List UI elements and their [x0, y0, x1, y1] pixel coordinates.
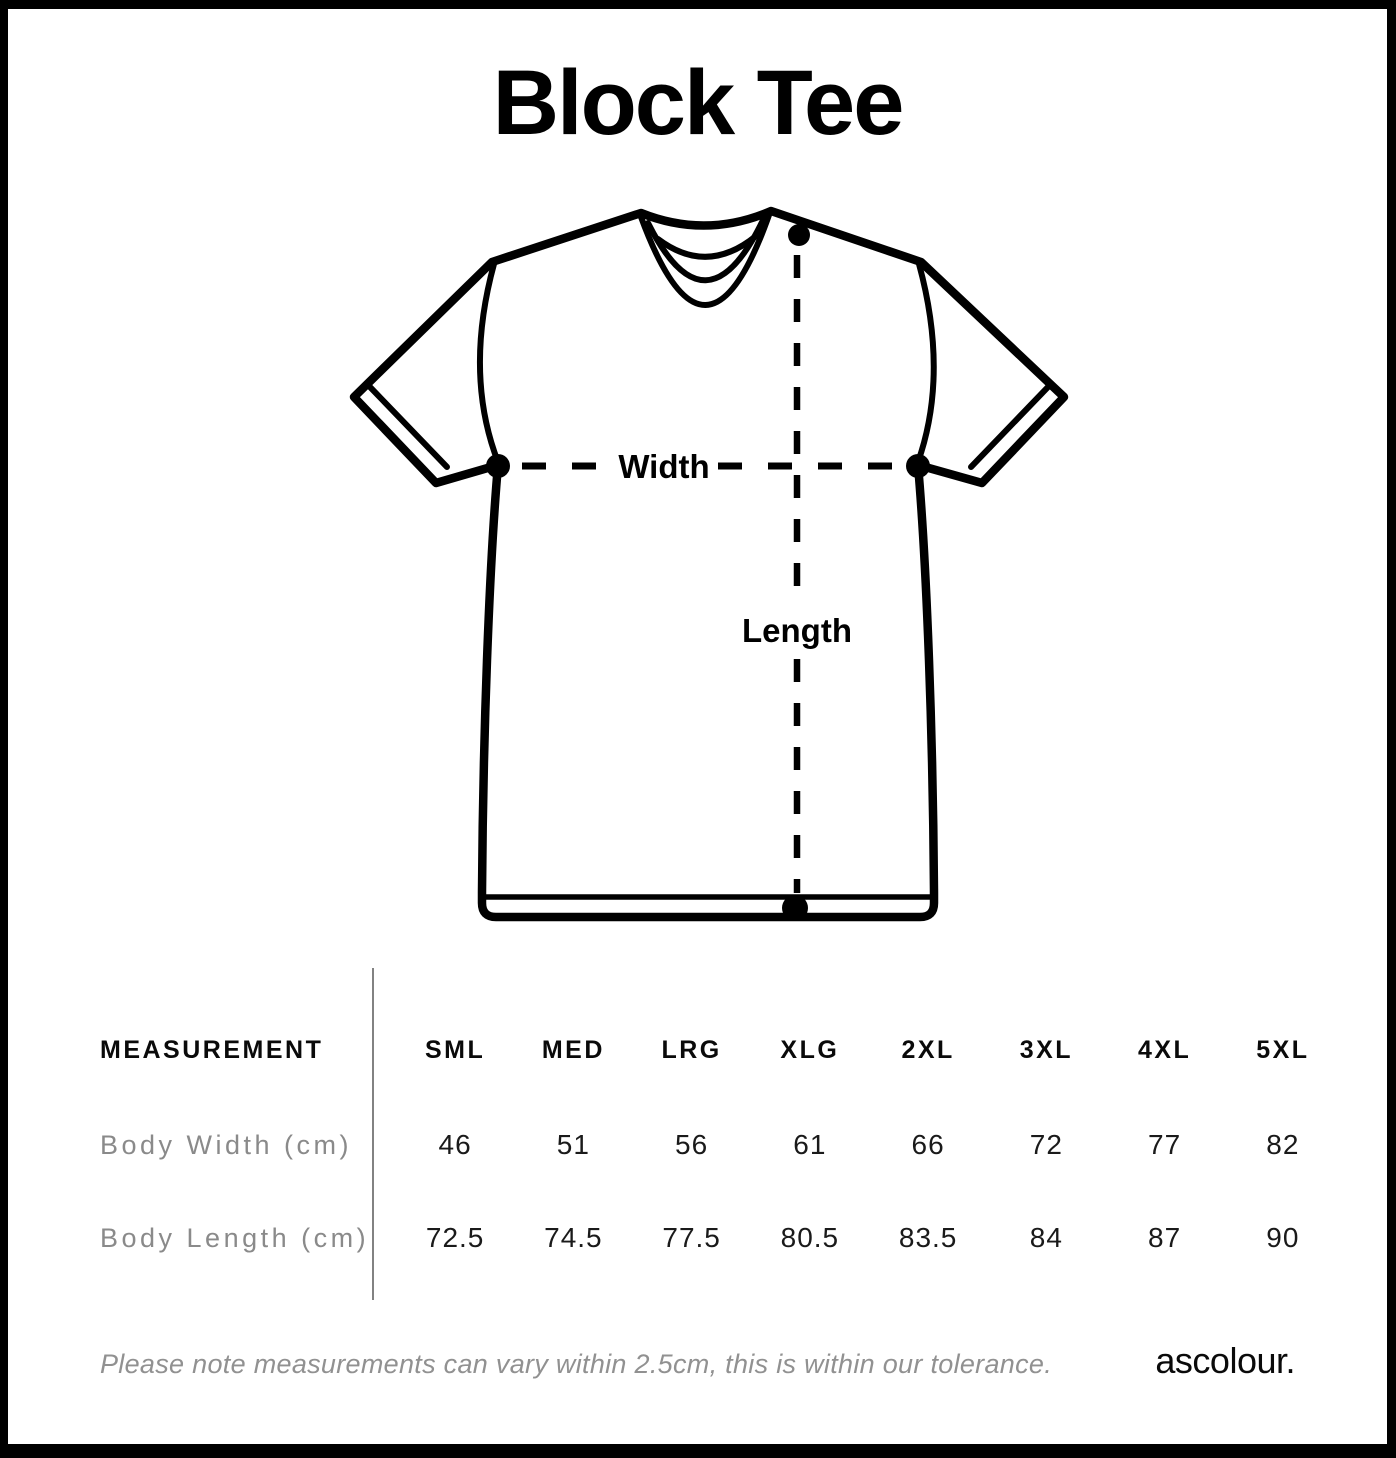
size-header-2xl: 2XL: [901, 1036, 955, 1064]
armhole-seam-right: [915, 261, 937, 465]
row-label-body-length: Body Length (cm): [100, 1223, 370, 1253]
size-header-3xl: 3XL: [1019, 1036, 1074, 1064]
body-width-value: 82: [1266, 1129, 1300, 1160]
measurement-column-header: MEASUREMENT: [100, 1036, 324, 1064]
size-header-lrg: LRG: [661, 1036, 722, 1064]
body-width-value: 61: [793, 1129, 827, 1160]
width-dot-left: [486, 454, 510, 478]
body-width-value: 51: [556, 1129, 590, 1160]
body-length-value: 77.5: [662, 1222, 721, 1253]
width-label: Width: [618, 448, 709, 485]
collar-band-arc: [645, 217, 766, 284]
collar-back-arc: [655, 233, 759, 260]
table-divider-line: [372, 968, 374, 1300]
size-header-row: SML MED LRG XLG 2XL 3XL 4XL 5XL: [396, 1036, 1342, 1065]
body-length-value: 90: [1266, 1222, 1300, 1253]
body-length-value: 72.5: [425, 1222, 485, 1253]
armhole-seam-left: [476, 261, 501, 465]
table-row-body-length: 72.5 74.5 77.5 80.5 83.5 84 87 90: [396, 1222, 1342, 1254]
page-title: Block Tee: [492, 52, 905, 154]
body-length-value: 84: [1029, 1222, 1063, 1253]
brand-logo: ascolour.: [1155, 1340, 1295, 1381]
body-width-value: 66: [911, 1129, 945, 1160]
body-width-value: 46: [438, 1129, 472, 1160]
body-width-value: 77: [1148, 1129, 1182, 1160]
row-label-body-width: Body Width (cm): [100, 1130, 353, 1160]
body-length-value: 80.5: [780, 1222, 840, 1253]
cuff-line-left: [367, 384, 450, 470]
length-label: Length: [742, 612, 852, 649]
body-width-value: 56: [675, 1129, 709, 1160]
length-dot-bottom: [782, 895, 808, 921]
size-header-sml: SML: [424, 1036, 486, 1064]
body-length-value: 83.5: [898, 1222, 958, 1253]
size-header-xlg: XLG: [780, 1036, 840, 1064]
table-row-body-width: 46 51 56 61 66 72 77 82: [396, 1129, 1342, 1161]
body-length-value: 87: [1148, 1222, 1182, 1253]
length-dot-top: [788, 224, 810, 246]
width-dot-right: [906, 454, 930, 478]
tshirt-outline: [349, 206, 1069, 922]
collar-outer-arc: [638, 212, 772, 308]
body-length-value: 74.5: [544, 1222, 603, 1253]
cuff-line-right: [968, 384, 1051, 470]
size-header-4xl: 4XL: [1137, 1036, 1192, 1064]
tshirt-diagram: Width Length: [349, 206, 1069, 922]
size-header-5xl: 5XL: [1256, 1036, 1310, 1064]
size-header-med: MED: [541, 1036, 605, 1064]
tolerance-note: Please note measurements can vary within…: [100, 1349, 1053, 1379]
body-width-value: 72: [1029, 1129, 1063, 1160]
